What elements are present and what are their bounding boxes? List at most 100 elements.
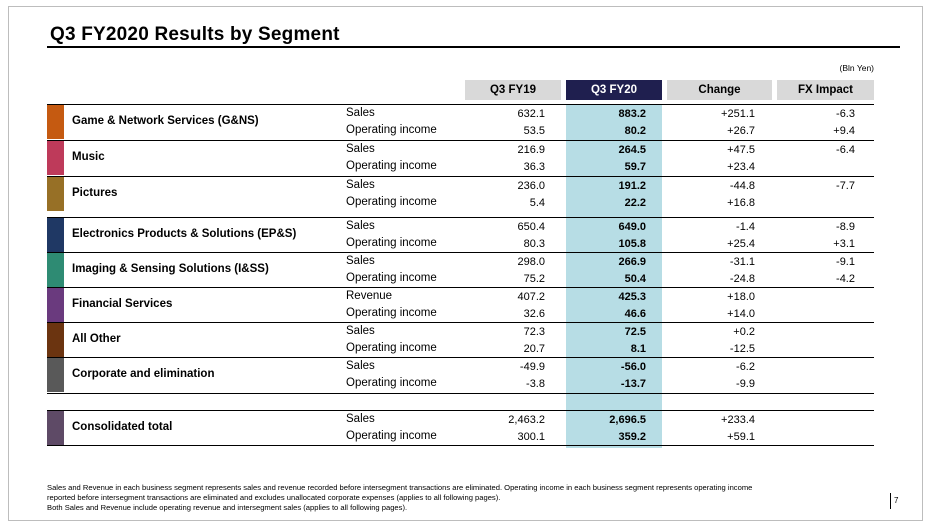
segment-7-fy19-value: -3.8: [526, 378, 545, 390]
row-divider: [47, 322, 874, 323]
segment-4-fy19-value: 75.2: [523, 273, 545, 285]
segment-2-change-value: -44.8: [729, 180, 755, 192]
segment-6-metric-label: Sales: [346, 325, 375, 337]
footnote-2: reported before intersegment transaction…: [47, 493, 501, 502]
segment-4-fy20-value: 266.9: [618, 256, 646, 268]
segment-2-change-value: +16.8: [727, 197, 755, 209]
segment-4-change-value: -24.8: [729, 273, 755, 285]
footnote-3: Both Sales and Revenue include operating…: [47, 503, 408, 512]
segment-1-fx-value: -6.4: [836, 144, 855, 156]
segment-5-metric-label: Revenue: [346, 290, 393, 302]
segment-5-fy20-value: 425.3: [618, 291, 646, 303]
segment-0-fx-value: +9.4: [833, 125, 855, 137]
footnote-1: Sales and Revenue in each business segme…: [47, 483, 753, 492]
segment-7-fy20-value: -56.0: [620, 361, 646, 373]
segment-7-metric-label: Operating income: [346, 377, 437, 389]
segment-6-fy20-value: 72.5: [624, 326, 646, 338]
segment-3-metric-label: Sales: [346, 220, 375, 232]
segment-7-fy19-value: -49.9: [519, 361, 545, 373]
segment-3-fx-value: +3.1: [833, 238, 855, 250]
segment-1-change-value: +47.5: [727, 144, 755, 156]
segment-0-metric-label: Operating income: [346, 124, 437, 136]
segment-5-metric-label: Operating income: [346, 307, 437, 319]
segment-5-fy19-value: 407.2: [517, 291, 545, 303]
segment-7-name: Corporate and elimination: [72, 367, 215, 380]
segment-5-change-value: +18.0: [727, 291, 755, 303]
segment-3-metric-label: Operating income: [346, 237, 437, 249]
segment-6-fy19-value: 20.7: [523, 343, 545, 355]
consolidated-total-change-value: +233.4: [721, 414, 755, 426]
consolidated-total-color-swatch: [47, 411, 64, 445]
row-divider: [47, 217, 874, 218]
segment-4-name: Imaging & Sensing Solutions (I&SS): [72, 262, 269, 275]
header-fx-impact: FX Impact: [777, 80, 874, 100]
row-divider: [47, 357, 874, 358]
segment-1-fy20-value: 264.5: [618, 144, 646, 156]
segment-4-color-swatch: [47, 253, 64, 287]
segment-4-change-value: -31.1: [729, 256, 755, 268]
header-q3-fy19: Q3 FY19: [465, 80, 561, 100]
segment-5-fy19-value: 32.6: [523, 308, 545, 320]
row-divider: [47, 176, 874, 177]
segment-1-color-swatch: [47, 141, 64, 175]
segment-4-fx-value: -4.2: [836, 273, 855, 285]
segment-2-fx-value: -7.7: [836, 180, 855, 192]
consolidated-total-fy19-value: 2,463.2: [508, 414, 545, 426]
segment-7-color-swatch: [47, 358, 64, 392]
header-q3-fy20: Q3 FY20: [566, 80, 662, 100]
segment-0-name: Game & Network Services (G&NS): [72, 114, 259, 127]
unit-label: (Bln Yen): [839, 63, 875, 73]
segment-0-fy20-value: 883.2: [618, 108, 646, 120]
row-divider: [47, 287, 874, 288]
row-divider: [47, 252, 874, 253]
segment-3-fy19-value: 80.3: [523, 238, 545, 250]
segment-5-name: Financial Services: [72, 297, 173, 310]
segment-3-fy19-value: 650.4: [517, 221, 545, 233]
segment-6-change-value: +0.2: [733, 326, 755, 338]
row-divider: [47, 445, 874, 446]
segment-7-metric-label: Sales: [346, 360, 375, 372]
segment-2-fy19-value: 236.0: [517, 180, 545, 192]
segment-6-fy20-value: 8.1: [630, 343, 646, 355]
segment-0-fx-value: -6.3: [836, 108, 855, 120]
segment-6-name: All Other: [72, 332, 121, 345]
segment-2-fy20-value: 191.2: [618, 180, 646, 192]
consolidated-total-metric-label: Operating income: [346, 430, 437, 442]
consolidated-total-fy20-value: 359.2: [618, 431, 646, 443]
segment-7-fy20-value: -13.7: [620, 378, 646, 390]
segment-2-fy20-value: 22.2: [624, 197, 646, 209]
segment-0-change-value: +26.7: [727, 125, 755, 137]
page-number-divider: [890, 493, 891, 509]
title-rule: [47, 46, 900, 48]
segment-1-metric-label: Sales: [346, 143, 375, 155]
segment-3-fy20-value: 105.8: [618, 238, 646, 250]
segment-2-metric-label: Operating income: [346, 196, 437, 208]
segment-2-name: Pictures: [72, 186, 118, 199]
consolidated-total-fy20-value: 2,696.5: [609, 414, 646, 426]
segment-1-fy19-value: 216.9: [517, 144, 545, 156]
segment-4-fy20-value: 50.4: [624, 273, 646, 285]
segment-0-fy20-value: 80.2: [624, 125, 646, 137]
segment-4-metric-label: Operating income: [346, 272, 437, 284]
segment-6-metric-label: Operating income: [346, 342, 437, 354]
segment-7-change-value: -9.9: [736, 378, 755, 390]
row-divider: [47, 410, 874, 411]
segment-3-name: Electronics Products & Solutions (EP&S): [72, 227, 297, 240]
row-divider: [47, 140, 874, 141]
segment-6-change-value: -12.5: [729, 343, 755, 355]
consolidated-total-change-value: +59.1: [727, 431, 755, 443]
slide-frame: [8, 6, 923, 521]
segment-3-change-value: +25.4: [727, 238, 755, 250]
segment-7-change-value: -6.2: [736, 361, 755, 373]
segment-1-name: Music: [72, 150, 105, 163]
current-period-highlight: [566, 104, 662, 448]
segment-0-color-swatch: [47, 105, 64, 139]
segment-0-change-value: +251.1: [721, 108, 755, 120]
consolidated-total-name: Consolidated total: [72, 420, 173, 433]
segment-4-fx-value: -9.1: [836, 256, 855, 268]
consolidated-total-metric-label: Sales: [346, 413, 375, 425]
segment-5-color-swatch: [47, 288, 64, 322]
segment-4-metric-label: Sales: [346, 255, 375, 267]
header-change: Change: [667, 80, 772, 100]
segment-1-fy20-value: 59.7: [624, 161, 646, 173]
